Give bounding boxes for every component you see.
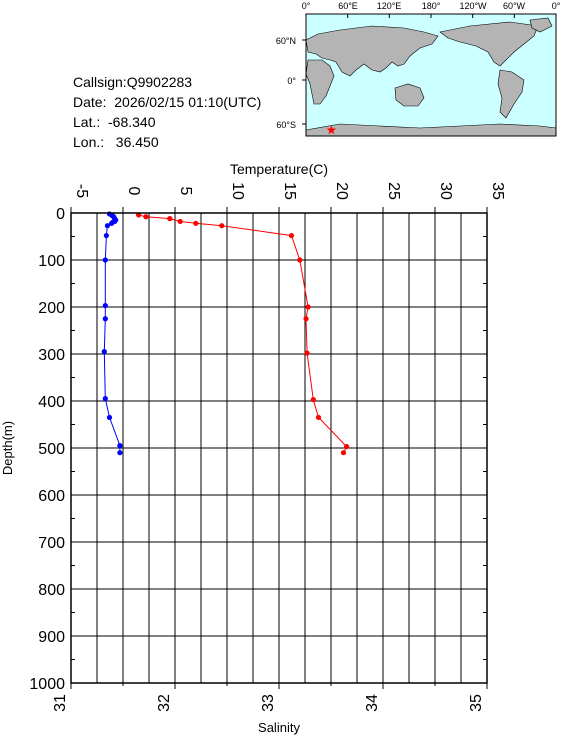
depth-tick-label: 400 xyxy=(38,394,65,411)
salinity-line xyxy=(103,213,121,453)
salinity-tick-label: 34 xyxy=(364,694,381,712)
temperature-tick-label: 5 xyxy=(177,187,194,196)
salinity-point xyxy=(112,218,118,225)
depth-tick-label: 600 xyxy=(38,488,65,505)
map-lat-label-2: 60°S xyxy=(276,120,296,130)
temperature-line xyxy=(138,214,348,453)
temperature-tick-label: -5 xyxy=(73,184,90,198)
location-map: 0° 60°E 120°E 180° 120°W 60°W 0° 60°N 0°… xyxy=(276,1,561,137)
temperature-point xyxy=(297,257,303,263)
top-axis-label: Temperature(C) xyxy=(230,161,328,177)
temperature-tick-label: 20 xyxy=(333,182,350,200)
temperature-tick-label: 35 xyxy=(489,182,506,200)
depth-tick-label: 900 xyxy=(38,629,65,646)
temperature-tick-label: 15 xyxy=(281,182,298,200)
depth-tick-label: 700 xyxy=(38,535,65,552)
salinity-point xyxy=(102,316,108,322)
salinity-point xyxy=(113,217,119,223)
salinity-point xyxy=(102,257,108,263)
salinity-point xyxy=(106,414,113,421)
salinity-tick-label: 32 xyxy=(156,694,173,712)
depth-tick-label: 800 xyxy=(38,582,65,599)
depth-tick-label: 100 xyxy=(38,253,65,270)
salinity-point xyxy=(111,214,117,220)
map-lon-label-3: 180° xyxy=(422,1,441,11)
left-axis-label: Depth(m) xyxy=(0,421,15,475)
salinity-point xyxy=(108,220,115,226)
salinity-tick-label: 35 xyxy=(468,694,485,712)
temperature-point xyxy=(305,304,311,310)
temperature-point xyxy=(303,316,309,322)
depth-tick-label: 300 xyxy=(38,347,65,364)
map-lon-label-2: 120°E xyxy=(377,1,402,11)
salinity-tick-label: 31 xyxy=(52,694,69,712)
depth-tick-label: 1000 xyxy=(29,676,65,693)
salinity-point xyxy=(110,213,116,219)
map-lon-label-1: 60°E xyxy=(338,1,358,11)
map-lat-label-0: 60°N xyxy=(276,36,296,46)
temperature-tick-label: 0 xyxy=(125,187,142,196)
salinity-point xyxy=(102,302,108,309)
temperature-point xyxy=(304,350,310,356)
temperature-point xyxy=(344,443,350,450)
float-location-marker xyxy=(326,125,337,135)
salinity-point xyxy=(117,450,123,456)
depth-tick-label: 200 xyxy=(38,300,65,317)
temperature-tick-label: 10 xyxy=(229,182,246,200)
map-lat-label-1: 0° xyxy=(287,76,296,86)
temperature-point xyxy=(193,220,199,226)
salinity-series xyxy=(101,211,123,456)
chart-ticks xyxy=(70,207,488,689)
lat-text: Lat.: -68.340 xyxy=(73,114,156,130)
chart-grid xyxy=(71,213,487,683)
salinity-point xyxy=(102,396,108,402)
map-lon-label-4: 120°W xyxy=(459,1,487,11)
salinity-tick-label: 33 xyxy=(260,694,277,712)
salinity-point xyxy=(103,232,109,239)
map-lon-label-0: 0° xyxy=(302,1,311,11)
temperature-tick-label: 25 xyxy=(385,182,402,200)
temperature-tick-label: 30 xyxy=(437,182,454,200)
callsign-text: Callsign:Q9902283 xyxy=(73,74,193,90)
temperature-point xyxy=(143,214,149,220)
temperature-point xyxy=(136,212,142,218)
depth-tick-label: 0 xyxy=(56,206,65,223)
chart-frame xyxy=(70,212,488,684)
salinity-point xyxy=(117,443,123,449)
temperature-point xyxy=(315,414,322,421)
salinity-point xyxy=(108,212,115,218)
chart-tick-labels: 0 100 200 300 400 500 600 700 800 900 1000 -5 0 5 10 15… xyxy=(29,182,506,712)
map-lon-label-5: 60°W xyxy=(503,1,526,11)
depth-tick-label: 500 xyxy=(38,441,65,458)
bottom-axis-label: Salinity xyxy=(258,720,300,735)
temperature-point xyxy=(219,223,225,229)
temperature-series xyxy=(136,212,350,456)
salinity-point xyxy=(110,219,116,225)
map-lon-label-6: 0° xyxy=(552,1,561,11)
temperature-point xyxy=(177,218,183,225)
date-text: Date: 2026/02/15 01:10(UTC) xyxy=(73,94,262,110)
map-land xyxy=(305,17,557,137)
temperature-point xyxy=(167,216,173,222)
salinity-point xyxy=(106,211,113,217)
salinity-point xyxy=(112,216,118,222)
temperature-point xyxy=(310,396,316,403)
lon-text: Lon.: 36.450 xyxy=(73,134,159,150)
salinity-point xyxy=(104,223,110,229)
temperature-point xyxy=(340,450,347,456)
salinity-point xyxy=(101,349,107,355)
temperature-point xyxy=(288,232,295,239)
